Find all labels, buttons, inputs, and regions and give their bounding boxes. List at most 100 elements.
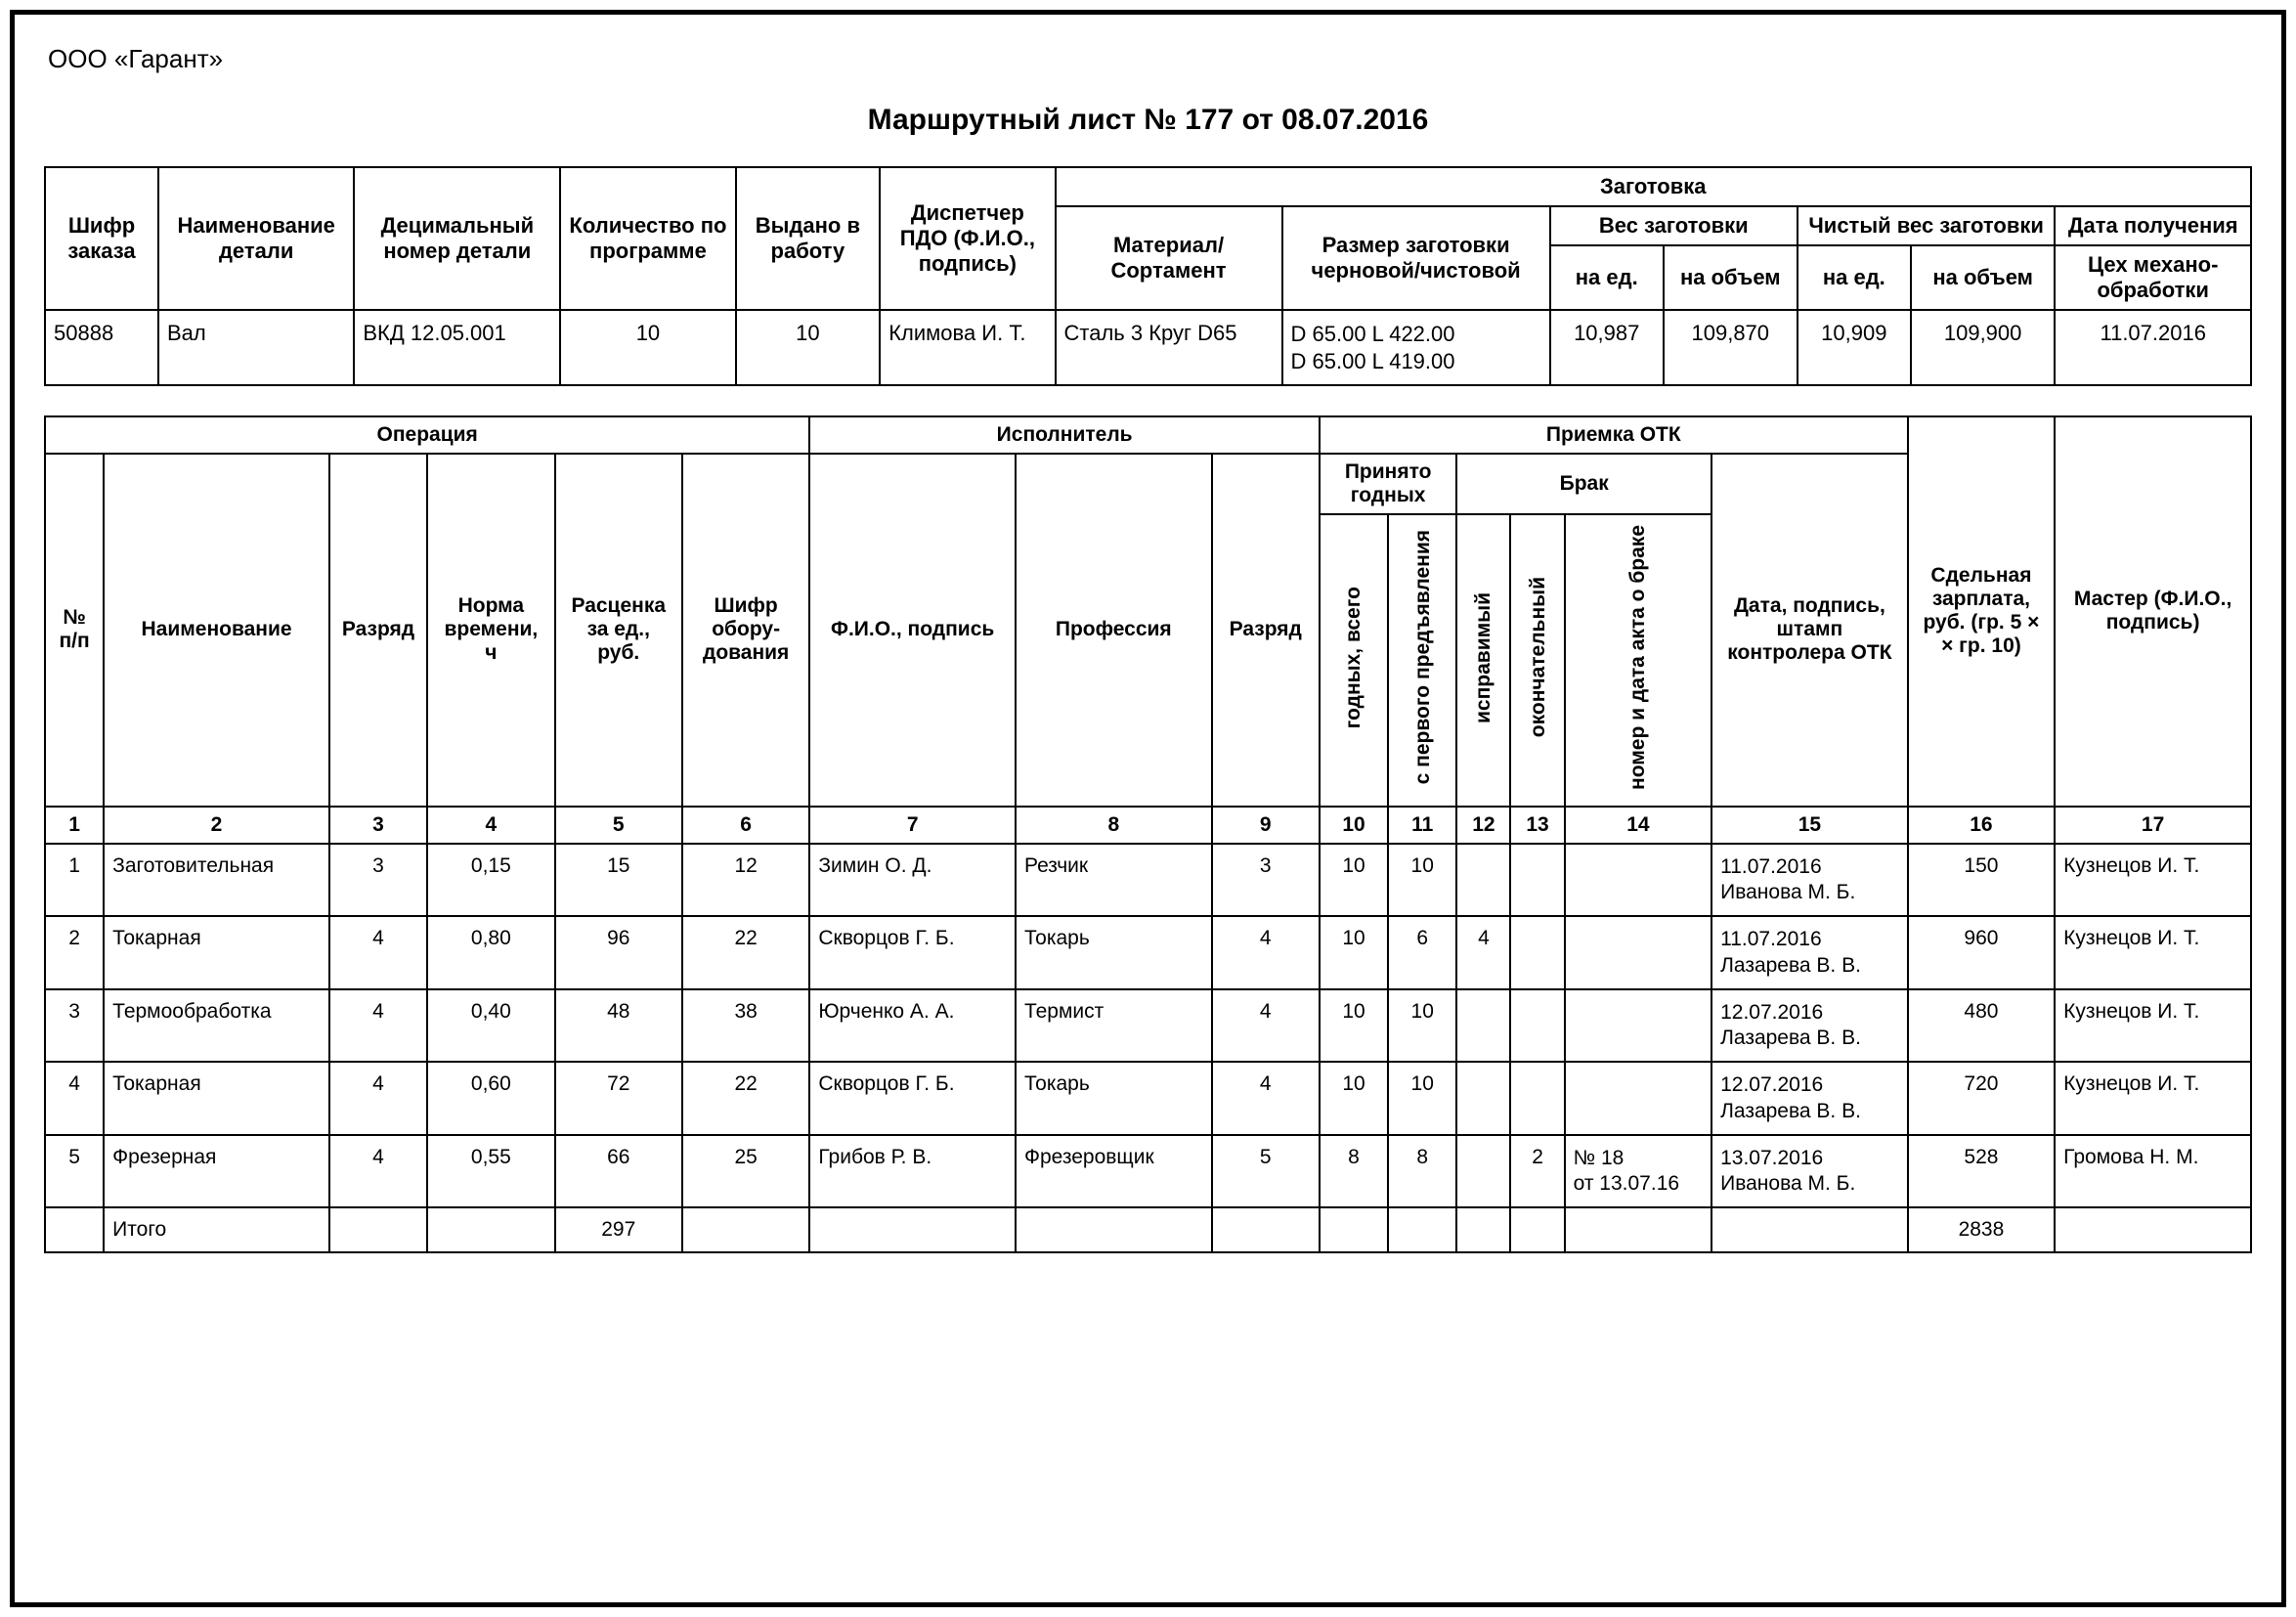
cell (1565, 916, 1711, 989)
cell: Резчик (1016, 844, 1212, 917)
header-table: Шифр заказа Наименование детали Децималь… (44, 166, 2252, 386)
cell (1388, 1207, 1456, 1252)
cell: 22 (682, 1062, 809, 1135)
th-material: Материал/ Сортамент (1056, 206, 1282, 310)
th-bw-vol: на объем (1664, 245, 1798, 310)
th-blank-size: Размер заготовки черновой/чистовой (1282, 206, 1550, 310)
cell-material: Сталь 3 Круг D65 (1056, 310, 1282, 385)
th-blank-weight: Вес заготовки (1550, 206, 1798, 245)
cell (1320, 1207, 1388, 1252)
cell (1456, 1207, 1510, 1252)
cell: 10 (1320, 844, 1388, 917)
coln-1: 1 (45, 807, 104, 844)
cell-issued: 10 (736, 310, 881, 385)
th-accepted-group: Принято годных (1320, 454, 1456, 514)
cell: 2 (45, 916, 104, 989)
coln-7: 7 (809, 807, 1016, 844)
cell: 10 (1320, 1062, 1388, 1135)
cell-blank-size: D 65.00 L 422.00 D 65.00 L 419.00 (1282, 310, 1550, 385)
th-fio: Ф.И.О., подпись (809, 454, 1016, 807)
cell: 4 (1456, 916, 1510, 989)
coln-10: 10 (1320, 807, 1388, 844)
page-frame: ООО «Гарант» Маршрутный лист № 177 от 08… (10, 10, 2286, 1607)
cell: 96 (555, 916, 682, 989)
cell (1565, 844, 1711, 917)
cell-otk: 13.07.2016Иванова М. Б. (1711, 1135, 1908, 1208)
th-bw-unit: на ед. (1550, 245, 1664, 310)
th-receive-date: Дата получения (2055, 206, 2251, 245)
coln-13: 13 (1510, 807, 1564, 844)
th-otk-stamp: Дата, подпись, штамп контролера ОТК (1711, 454, 1908, 807)
th-defect-group: Брак (1456, 454, 1711, 514)
cell: № 18от 13.07.16 (1565, 1135, 1711, 1208)
coln-5: 5 (555, 807, 682, 844)
coln-17: 17 (2055, 807, 2251, 844)
cell: Скворцов Г. Б. (809, 916, 1016, 989)
cell-dispatcher: Климова И. Т. (880, 310, 1055, 385)
cell-order-code: 50888 (45, 310, 158, 385)
doc-title: Маршрутный лист № 177 от 08.07.2016 (44, 104, 2252, 137)
cell: 12 (682, 844, 809, 917)
th-nw-vol: на объем (1911, 245, 2056, 310)
cell: 960 (1908, 916, 2055, 989)
cell: 150 (1908, 844, 2055, 917)
cell: 480 (1908, 989, 2055, 1063)
th-qty-program: Количество по программе (560, 167, 735, 310)
cell: 38 (682, 989, 809, 1063)
cell: Токарная (104, 916, 329, 989)
cell: 8 (1388, 1135, 1456, 1208)
cell (1565, 1062, 1711, 1135)
cell-otk: 11.07.2016Иванова М. Б. (1711, 844, 1908, 917)
th-no: № п/п (45, 454, 104, 807)
cell (1456, 1135, 1510, 1208)
cell: Фрезерная (104, 1135, 329, 1208)
table-row: 3Термообработка40,404838Юрченко А. А.Тер… (45, 989, 2251, 1063)
cell-otk: 12.07.2016Лазарева В. В. (1711, 1062, 1908, 1135)
cell (1456, 844, 1510, 917)
cell: Скворцов Г. Б. (809, 1062, 1016, 1135)
cell: Токарь (1016, 1062, 1212, 1135)
th-master: Мастер (Ф.И.О., подпись) (2055, 416, 2251, 807)
th-order-code: Шифр заказа (45, 167, 158, 310)
coln-12: 12 (1456, 807, 1510, 844)
cell: 5 (1212, 1135, 1320, 1208)
cell: 0,15 (427, 844, 554, 917)
cell: Кузнецов И. Т. (2055, 1062, 2251, 1135)
cell (1510, 989, 1564, 1063)
cell: 25 (682, 1135, 809, 1208)
th-accepted-first: с первого предъявления (1388, 514, 1456, 807)
coln-11: 11 (1388, 807, 1456, 844)
cell-part-name: Вал (158, 310, 354, 385)
blank-size-l1: D 65.00 L 422.00 (1291, 321, 1541, 348)
th-defect-act: номер и дата акта о браке (1565, 514, 1711, 807)
cell: Зимин О. Д. (809, 844, 1016, 917)
total-row: Итого2972838 (45, 1207, 2251, 1252)
cell: Термообработка (104, 989, 329, 1063)
cell (329, 1207, 427, 1252)
table-row: 2Токарная40,809622Скворцов Г. Б.Токарь41… (45, 916, 2251, 989)
cell: Юрченко А. А. (809, 989, 1016, 1063)
org-name: ООО «Гарант» (48, 44, 2252, 74)
th-rate: Расценка за ед., руб. (555, 454, 682, 807)
cell: 4 (1212, 1062, 1320, 1135)
cell: 2 (1510, 1135, 1564, 1208)
coln-3: 3 (329, 807, 427, 844)
cell: Токарь (1016, 916, 1212, 989)
cell: 0,60 (427, 1062, 554, 1135)
coln-4: 4 (427, 807, 554, 844)
cell: 5 (45, 1135, 104, 1208)
cell (809, 1207, 1016, 1252)
cell: Громова Н. М. (2055, 1135, 2251, 1208)
cell-nw-vol: 109,900 (1911, 310, 2056, 385)
th-part-name: Наименование детали (158, 167, 354, 310)
th-piece-pay: Сдельная зарплата, руб. (гр. 5 × × гр. 1… (1908, 416, 2055, 807)
th-issued: Выдано в работу (736, 167, 881, 310)
cell: Термист (1016, 989, 1212, 1063)
cell: 3 (1212, 844, 1320, 917)
lbl-accepted-total: годных, всего (1342, 583, 1365, 732)
cell: 10 (1320, 989, 1388, 1063)
cell: 48 (555, 989, 682, 1063)
cell-decimal-no: ВКД 12.05.001 (354, 310, 560, 385)
cell (1456, 989, 1510, 1063)
th-otk-group: Приемка ОТК (1320, 416, 1908, 454)
